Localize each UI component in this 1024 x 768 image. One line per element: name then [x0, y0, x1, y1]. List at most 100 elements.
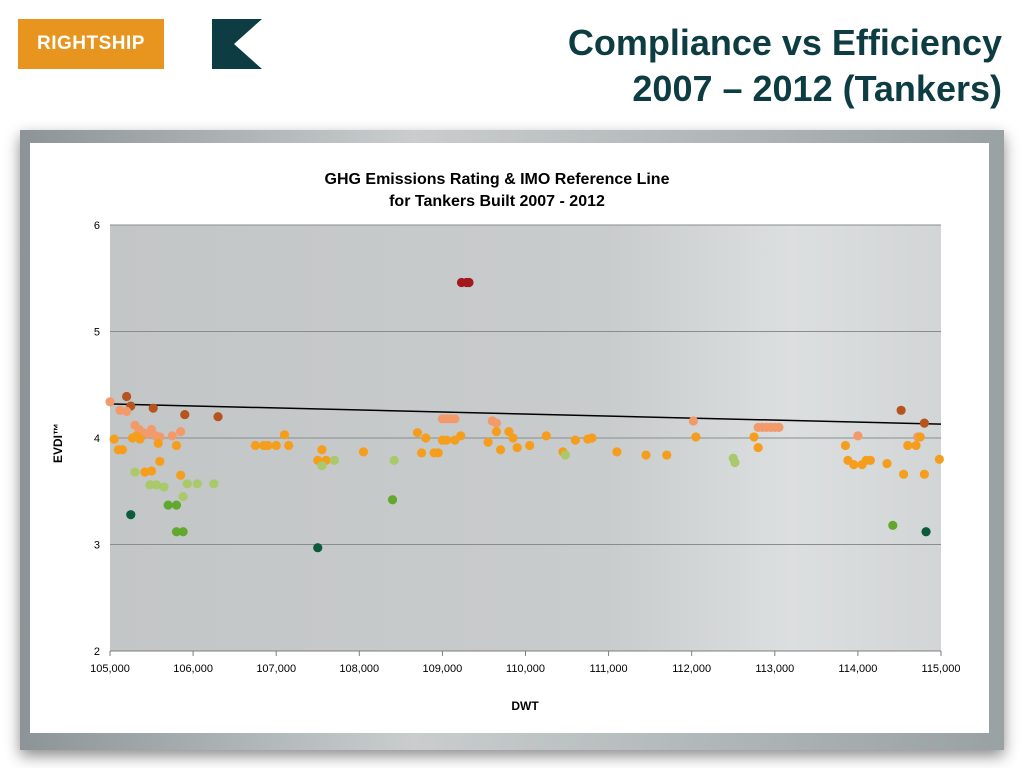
- y-axis-label: EVDI™: [51, 423, 65, 463]
- data-point-rating-c: [151, 480, 162, 490]
- y-tick-label: 6: [94, 220, 100, 232]
- data-point-rating-d: [176, 470, 186, 480]
- data-point-rating-d: [155, 456, 165, 467]
- data-point-rating-e: [167, 431, 177, 441]
- data-point-rating-c: [192, 479, 202, 489]
- data-point-rating-a: [126, 510, 136, 520]
- data-point-rating-f: [122, 391, 132, 402]
- data-point-rating-d: [421, 433, 431, 443]
- imo-reference-line: [109, 403, 942, 425]
- y-tick-label: 5: [94, 327, 100, 339]
- data-point-rating-d: [508, 433, 518, 443]
- data-point-rating-d: [271, 440, 281, 451]
- x-tick-label: 109,000: [423, 663, 463, 675]
- data-point-rating-d: [915, 432, 925, 442]
- x-tick-label: 110,000: [506, 663, 545, 675]
- data-point-rating-c: [178, 491, 188, 502]
- data-point-rating-e: [688, 416, 698, 426]
- data-point-rating-d: [284, 440, 294, 451]
- data-point-rating-d: [171, 440, 182, 451]
- data-point-rating-c: [730, 457, 740, 468]
- y-tick-label: 3: [94, 540, 100, 552]
- k-chevron-icon: [212, 19, 262, 69]
- data-point-rating-d: [612, 447, 622, 457]
- x-axis-label: DWT: [511, 699, 539, 713]
- data-point-rating-c: [560, 450, 570, 460]
- data-point-rating-g: [464, 277, 474, 288]
- data-point-rating-e: [853, 431, 863, 441]
- data-point-rating-e: [122, 406, 132, 416]
- data-point-rating-d: [483, 437, 493, 447]
- data-point-rating-d: [263, 440, 273, 451]
- page-title: Compliance vs Efficiency 2007 – 2012 (Ta…: [568, 20, 1002, 112]
- data-point-rating-d: [279, 430, 290, 440]
- data-point-rating-d: [641, 450, 651, 460]
- data-point-rating-d: [570, 435, 580, 445]
- data-point-rating-f: [896, 405, 906, 415]
- data-point-rating-b: [387, 495, 398, 505]
- chart-card: GHG Emissions Rating & IMO Reference Lin…: [30, 143, 989, 733]
- data-point-rating-f: [919, 418, 929, 428]
- rightship-logo: RIGHTSHIP: [18, 19, 164, 69]
- data-point-rating-d: [441, 435, 452, 445]
- x-tick-label: 115,000: [922, 663, 961, 675]
- data-point-rating-c: [182, 479, 192, 489]
- data-point-rating-d: [153, 438, 163, 448]
- y-tick-label: 4: [94, 433, 100, 445]
- data-point-rating-b: [171, 500, 182, 510]
- chart-title-line2: for Tankers Built 2007 - 2012: [389, 193, 605, 210]
- data-point-rating-d: [417, 448, 427, 458]
- data-point-rating-d: [525, 440, 535, 451]
- data-point-rating-d: [840, 440, 851, 451]
- data-point-rating-d: [541, 431, 551, 441]
- page-title-line2: 2007 – 2012 (Tankers): [632, 68, 1002, 109]
- data-point-rating-c: [389, 455, 399, 465]
- data-point-rating-d: [109, 434, 119, 444]
- data-point-rating-c: [317, 461, 327, 471]
- page-title-line1: Compliance vs Efficiency: [567, 22, 1002, 63]
- scatter-chart: GHG Emissions Rating & IMO Reference Lin…: [51, 171, 961, 713]
- x-tick-label: 111,000: [590, 663, 628, 675]
- data-point-rating-b: [178, 527, 188, 537]
- data-point-rating-d: [135, 434, 145, 444]
- k-chevron-shape: [212, 19, 262, 69]
- data-point-rating-d: [865, 455, 875, 465]
- data-point-rating-c: [209, 479, 219, 489]
- data-point-rating-d: [491, 427, 502, 437]
- data-point-rating-d: [749, 432, 759, 442]
- data-point-rating-d: [903, 440, 913, 451]
- x-tick-label: 106,000: [173, 663, 213, 675]
- data-point-rating-d: [587, 433, 597, 443]
- data-point-rating-d: [753, 442, 763, 453]
- x-tick-label: 112,000: [672, 663, 711, 675]
- y-tick-label: 2: [94, 646, 100, 658]
- x-tick-label: 107,000: [256, 663, 296, 675]
- data-point-rating-d: [317, 445, 327, 455]
- data-point-rating-c: [329, 455, 339, 465]
- data-point-rating-d: [146, 466, 157, 476]
- data-point-rating-c: [145, 480, 155, 490]
- data-point-rating-c: [130, 467, 140, 477]
- data-point-rating-e: [176, 427, 186, 437]
- data-point-rating-d: [117, 445, 128, 455]
- data-point-rating-b: [163, 500, 173, 510]
- x-tick-label: 105,000: [90, 663, 130, 675]
- data-point-rating-a: [313, 543, 323, 553]
- data-point-rating-d: [456, 431, 466, 441]
- data-point-rating-d: [919, 469, 929, 479]
- data-point-rating-d: [433, 448, 443, 458]
- data-point-rating-d: [512, 442, 522, 453]
- data-point-rating-b: [171, 527, 182, 537]
- chart-title-line1: GHG Emissions Rating & IMO Reference Lin…: [325, 171, 670, 188]
- data-point-rating-d: [358, 447, 369, 457]
- rightship-logo-text: RIGHTSHIP: [37, 33, 145, 54]
- data-point-rating-d: [250, 440, 261, 451]
- data-point-rating-d: [911, 440, 921, 451]
- data-point-rating-f: [180, 409, 190, 420]
- data-point-rating-c: [159, 482, 169, 492]
- data-point-rating-d: [495, 445, 506, 455]
- data-point-rating-e: [105, 397, 115, 407]
- x-tick-label: 113,000: [755, 663, 794, 675]
- data-point-rating-d: [899, 469, 909, 479]
- data-point-rating-d: [849, 460, 859, 470]
